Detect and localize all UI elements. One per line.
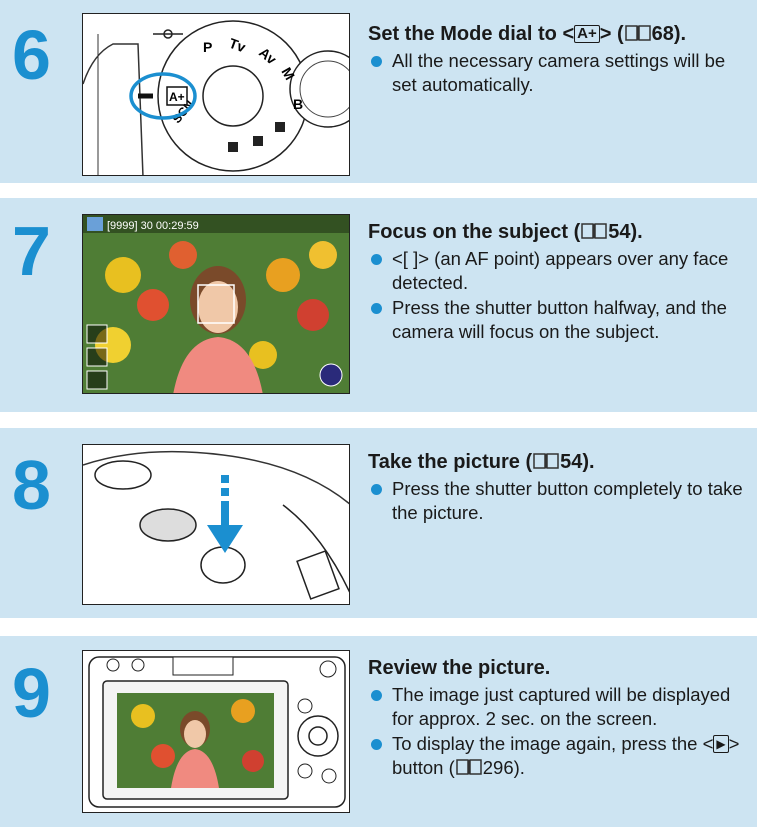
step-bullets: The image just captured will be displaye… — [368, 683, 748, 780]
step-number: 6 — [12, 16, 51, 94]
dial-label-p: P — [203, 39, 212, 55]
book-icon — [533, 453, 559, 469]
bullet-dot-icon — [371, 739, 382, 750]
status-readout: [9999] 30 00:29:59 — [107, 220, 199, 232]
bullet-dot-icon — [371, 484, 382, 495]
press-arrow-icon — [207, 525, 243, 553]
dial-label-auto: A+ — [169, 90, 185, 104]
step-bullets: Press the shutter button completely to t… — [368, 477, 748, 525]
live-view-screen-illustration: [9999] 30 00:29:59 — [82, 214, 350, 394]
bullet-item: Press the shutter button completely to t… — [368, 477, 748, 525]
step-8-text: Take the picture (54). Press the shutter… — [368, 450, 748, 526]
step-title: Set the Mode dial to < A+ > (68). — [368, 23, 687, 45]
dial-label-b: B — [293, 96, 303, 112]
step-bullets: <[ ]> (an AF point) appears over any fac… — [368, 247, 748, 344]
step-7: 7 [9999] 30 00:29:59 Focus on the subjec… — [0, 198, 757, 412]
bullet-dot-icon — [371, 56, 382, 67]
step-7-text: Focus on the subject (54). <[ ]> (an AF … — [368, 220, 748, 345]
dial-label-tv: Tv — [227, 35, 248, 56]
step-title: Take the picture (54). — [368, 451, 595, 473]
mode-dial-illustration: P Tv Av M B SCN A+ — [82, 13, 350, 176]
book-icon — [624, 25, 651, 41]
shutter-drawing — [83, 450, 349, 600]
book-icon — [456, 759, 482, 775]
step-title: Focus on the subject (54). — [368, 221, 643, 243]
playback-button-icon — [297, 763, 313, 779]
step-number: 9 — [12, 654, 51, 732]
mode-dial-drawing: P Tv Av M B SCN A+ — [83, 20, 349, 175]
book-icon — [581, 223, 607, 239]
step-9: 9 Review the picture. The image just cap… — [0, 636, 757, 827]
camera-back-drawing — [88, 656, 346, 808]
step-number: 8 — [12, 446, 51, 524]
step-8: 8 Take the picture (54). Press the shutt… — [0, 428, 757, 618]
step-bullets: All the necessary camera settings will b… — [368, 49, 748, 97]
bullet-item: All the necessary camera settings will b… — [368, 49, 748, 97]
live-view-photo: [9999] 30 00:29:59 — [83, 215, 349, 393]
bullet-dot-icon — [371, 303, 382, 314]
bullet-item: To display the image again, press the < ▶… — [368, 732, 748, 780]
step-6-text: Set the Mode dial to < A+ > (68). All the … — [368, 22, 748, 98]
dial-highlight-ring — [129, 72, 197, 120]
play-icon: ▶ — [713, 735, 729, 753]
bullet-dot-icon — [371, 254, 382, 265]
bullet-dot-icon — [371, 690, 382, 701]
step-6: 6 P Tv Av M B SCN A+ Set the M — [0, 0, 757, 183]
af-point-frame — [197, 284, 235, 324]
bullet-item: <[ ]> (an AF point) appears over any fac… — [368, 247, 748, 295]
shutter-button-illustration — [82, 444, 350, 605]
camera-back-illustration — [82, 650, 350, 813]
step-number: 7 — [12, 212, 51, 290]
scene-intelligent-auto-icon: A+ — [574, 25, 600, 43]
step-title: Review the picture. — [368, 657, 551, 679]
bullet-item: The image just captured will be displaye… — [368, 683, 748, 731]
bullet-item: Press the shutter button halfway, and th… — [368, 296, 748, 344]
step-9-text: Review the picture. The image just captu… — [368, 656, 748, 781]
